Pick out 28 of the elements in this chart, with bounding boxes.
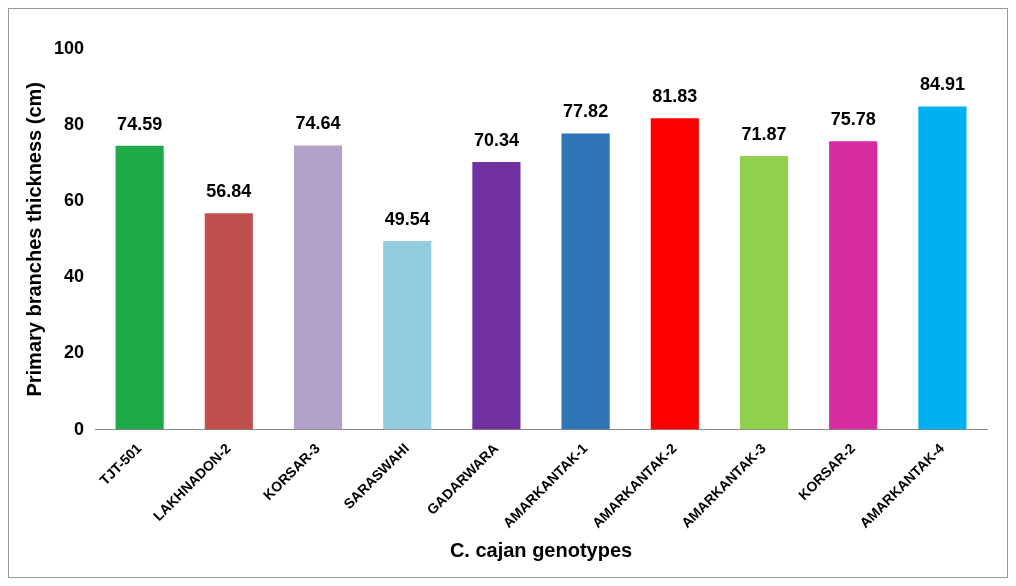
data-label: 81.83: [652, 86, 698, 107]
bar: [829, 141, 878, 430]
y-tick-label: 60: [64, 190, 85, 211]
bar: [918, 106, 967, 430]
y-tick-label: 20: [64, 342, 85, 363]
bar: [650, 118, 699, 430]
y-tick-label: 40: [64, 266, 85, 287]
bar: [383, 241, 432, 430]
bar: [472, 161, 521, 430]
y-tick-label: 80: [64, 114, 85, 135]
data-label: 56.84: [206, 181, 252, 202]
bar: [561, 133, 610, 430]
x-axis-title: C. cajan genotypes: [449, 538, 633, 561]
data-label: 74.59: [117, 113, 163, 134]
bar: [293, 145, 343, 430]
data-label: 77.82: [563, 101, 609, 122]
data-label: 74.64: [295, 113, 341, 134]
bar: [739, 156, 789, 430]
data-label: 70.34: [473, 129, 519, 150]
y-tick-label: 100: [53, 37, 85, 58]
bar: [115, 145, 164, 430]
data-label: 75.78: [830, 109, 876, 130]
data-label: 49.54: [384, 209, 430, 229]
y-axis-title: Primary branches thickness (cm): [22, 81, 45, 397]
y-tick-label: 0: [74, 418, 85, 439]
data-label: 84.91: [919, 74, 965, 95]
data-label: 71.87: [741, 124, 787, 145]
bar: [204, 213, 253, 430]
